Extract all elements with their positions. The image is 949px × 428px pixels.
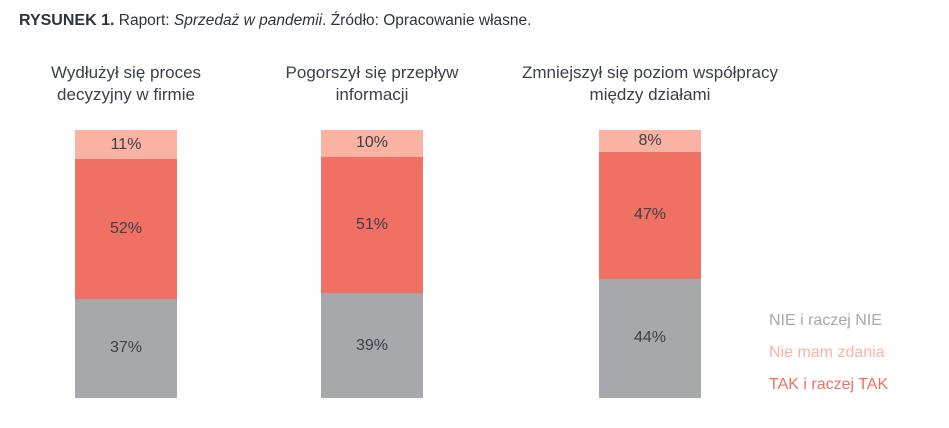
legend-item-tak: TAK i raczej TAK xyxy=(769,376,889,393)
bar-group: Zmniejszył się poziom współpracy między d… xyxy=(500,62,800,398)
figure-caption: RYSUNEK 1. Raport: Sprzedaż w pandemii. … xyxy=(19,12,531,30)
bar-title-line: Zmniejszył się poziom współpracy xyxy=(521,63,779,82)
bar-title: Zmniejszył się poziom współpracy między d… xyxy=(500,62,800,106)
bar-title: Wydłużył się proces decyzyjny w firmie xyxy=(0,62,276,106)
bar-title-line: między działami xyxy=(589,85,711,104)
caption-report: Sprzedaż w pandemii xyxy=(173,12,323,29)
caption-source: . Źródło: Opracowanie własne. xyxy=(322,12,532,29)
caption-label: RYSUNEK 1. xyxy=(19,12,115,29)
bar-segment: 39% xyxy=(321,293,423,398)
data-label: 11% xyxy=(110,135,142,153)
bar-segment: 37% xyxy=(75,298,177,398)
bar-segment: 44% xyxy=(599,278,701,398)
bar-segment: 10% xyxy=(321,130,423,157)
stacked-bar: 37% 52% 11% xyxy=(75,130,177,398)
data-label: 8% xyxy=(638,131,662,149)
bar-title-line: decyzyjny w firmie xyxy=(57,85,195,104)
legend-item-brak-zdania: Nie mam zdania xyxy=(769,344,885,361)
bar-title-line: informacji xyxy=(335,85,409,104)
bar-segment: 47% xyxy=(599,151,701,279)
bar-title-line: Wydłużył się proces xyxy=(50,63,202,82)
data-label: 44% xyxy=(633,329,667,347)
bar-segment: 52% xyxy=(75,159,177,299)
legend: NIE i raczej NIE Nie mam zdania TAK i ra… xyxy=(769,311,888,407)
data-label: 39% xyxy=(355,336,389,354)
data-label: 10% xyxy=(355,134,389,152)
bar-title-line: Pogorszył się przepływ xyxy=(285,63,459,82)
data-label: 37% xyxy=(109,339,143,357)
bar-title: Pogorszył się przepływ informacji xyxy=(222,62,522,106)
bar-segment: 51% xyxy=(321,156,423,294)
bar-segment: 8% xyxy=(599,130,701,152)
stacked-bar: 44% 47% 8% xyxy=(599,130,701,398)
bar-group: Pogorszył się przepływ informacji 39% 51% 10… xyxy=(222,62,522,398)
data-label: 51% xyxy=(355,216,389,234)
data-label: 47% xyxy=(633,206,667,224)
bar-segment: 11% xyxy=(75,130,177,160)
caption-prefix: Raport: xyxy=(118,12,174,29)
legend-item-nie: NIE i raczej NIE xyxy=(769,312,882,329)
bar-group: Wydłużył się proces decyzyjny w firmie 37%… xyxy=(0,62,276,398)
stacked-bar: 39% 51% 10% xyxy=(321,130,423,398)
data-label: 52% xyxy=(109,220,143,238)
